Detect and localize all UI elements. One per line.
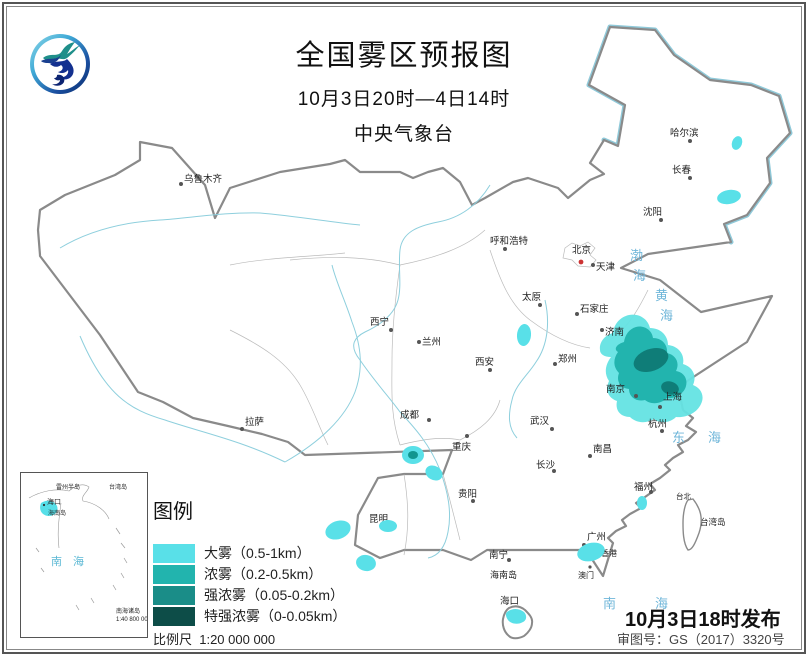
svg-text:沈阳: 沈阳 xyxy=(643,206,662,218)
svg-text:海: 海 xyxy=(660,308,673,323)
svg-text:台湾岛: 台湾岛 xyxy=(109,483,127,491)
svg-text:黄: 黄 xyxy=(655,288,668,303)
svg-text:海: 海 xyxy=(633,268,646,283)
svg-text:海口: 海口 xyxy=(47,497,61,506)
svg-text:郑州: 郑州 xyxy=(558,353,577,365)
svg-text:重庆: 重庆 xyxy=(452,441,472,453)
svg-text:济南: 济南 xyxy=(605,326,624,338)
svg-text:武汉: 武汉 xyxy=(530,415,550,427)
svg-text:海: 海 xyxy=(708,430,721,445)
svg-text:呼和浩特: 呼和浩特 xyxy=(490,235,529,247)
svg-text:雷州半岛: 雷州半岛 xyxy=(56,483,80,491)
svg-text:上海: 上海 xyxy=(663,391,683,403)
svg-text:长春: 长春 xyxy=(672,164,692,176)
svg-text:南: 南 xyxy=(603,596,616,611)
svg-text:广州: 广州 xyxy=(587,531,606,543)
svg-text:澳门: 澳门 xyxy=(578,570,594,580)
svg-text:长沙: 长沙 xyxy=(536,459,556,471)
svg-text:东: 东 xyxy=(672,430,685,445)
svg-text:台湾岛: 台湾岛 xyxy=(700,517,726,527)
svg-text:杭州: 杭州 xyxy=(648,418,667,430)
svg-text:南昌: 南昌 xyxy=(593,443,612,455)
svg-text:兰州: 兰州 xyxy=(422,336,441,348)
svg-text:成都: 成都 xyxy=(400,409,420,421)
svg-text:北京: 北京 xyxy=(572,244,591,256)
svg-text:拉萨: 拉萨 xyxy=(245,416,265,428)
svg-text:天津: 天津 xyxy=(596,262,616,273)
svg-text:南海诸岛: 南海诸岛 xyxy=(116,607,140,615)
svg-text:福州: 福州 xyxy=(634,481,653,493)
svg-text:南宁: 南宁 xyxy=(489,549,508,561)
svg-text:石家庄: 石家庄 xyxy=(580,303,609,315)
svg-text:渤: 渤 xyxy=(630,248,643,263)
svg-text:南京: 南京 xyxy=(606,383,625,395)
svg-text:海南岛: 海南岛 xyxy=(48,509,66,517)
svg-text:乌鲁木齐: 乌鲁木齐 xyxy=(184,173,223,185)
svg-text:西安: 西安 xyxy=(475,356,494,368)
svg-text:南 海: 南 海 xyxy=(51,554,84,568)
svg-text:贵阳: 贵阳 xyxy=(458,488,477,500)
svg-text:1:40 800 000: 1:40 800 000 xyxy=(116,617,147,623)
svg-text:西宁: 西宁 xyxy=(370,316,389,328)
svg-text:海口: 海口 xyxy=(500,595,519,607)
svg-text:海南岛: 海南岛 xyxy=(490,569,517,580)
svg-text:太原: 太原 xyxy=(522,291,541,303)
